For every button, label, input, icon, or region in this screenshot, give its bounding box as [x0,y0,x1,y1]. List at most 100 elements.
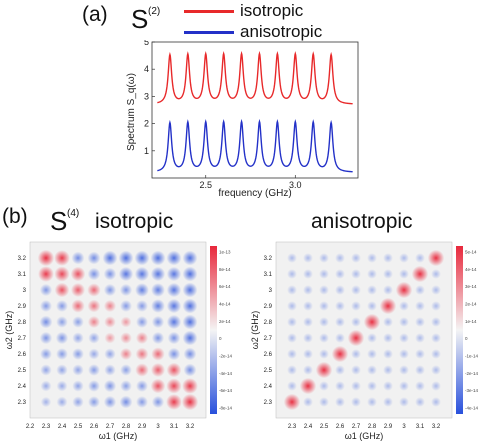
ani-cell-6-0 [383,397,393,407]
isotropic-heatmap: 2.2 2.3 2.4 2.5 2.6 2.7 2.8 2.9 3 3.1 3.2 2.3 2.4 2.… [4,241,233,441]
ani-cell-1-7 [303,285,313,295]
iso-cell-8-6 [166,298,182,314]
ani-cell-5-9 [367,253,377,263]
ani-cell-7-3 [399,349,409,359]
ani-ytick-label-1: 2.4 [264,384,273,390]
spectrum-xtick-label-1: 3.0 [289,180,302,190]
iso-cell-8-1 [166,378,182,394]
ani-cell-0-1 [287,381,297,391]
iso-cell-1-3 [56,348,68,360]
ani-xtick-label-8: 3.1 [416,424,425,430]
iso-cell-0-3 [40,348,52,360]
ani-cell-7-4 [399,333,409,343]
ani-cell-1-5 [303,317,313,327]
iso-cell-6-4 [135,331,149,345]
iso-ytick-label-4: 2.7 [18,336,27,342]
ani-cell-8-3 [415,349,425,359]
ani-cell-0-4 [287,333,297,343]
iso-cell-9-7 [182,282,198,298]
ani-cell-3-7 [335,285,345,295]
ani-cell-4-4 [347,329,365,347]
ani-cell-5-0 [367,397,377,407]
iso-cell-0-1 [40,380,52,392]
iso-ytick-label-0: 2.3 [18,400,27,406]
iso-colorbar-tick-9: -8e-14 [219,406,233,411]
iso-cell-7-0 [151,395,165,409]
ani-cell-9-7 [431,285,441,295]
ani-cell-0-8 [287,269,297,279]
ani-cell-4-7 [351,285,361,295]
iso-xtick-label-5: 2.7 [106,424,115,430]
panel-b-title: S (4) [50,206,90,240]
ani-cell-8-1 [415,381,425,391]
iso-ytick-label-8: 3.1 [18,272,27,278]
iso-cell-1-5 [56,316,68,328]
ani-cell-6-1 [383,381,393,391]
iso-cell-2-9 [71,251,85,265]
ani-cell-0-9 [287,253,297,263]
ani-cell-5-5 [363,313,381,331]
iso-cell-0-0 [40,396,52,408]
ani-cell-5-7 [367,285,377,295]
iso-cell-2-7 [70,282,86,298]
legend-label-isotropic: isotropic [240,1,304,20]
iso-cell-6-2 [135,363,149,377]
iso-cell-6-8 [134,266,150,282]
iso-xtick-label-2: 2.4 [58,424,67,430]
ani-cell-9-9 [427,249,445,267]
ani-cell-4-8 [351,269,361,279]
spectrum-ytick-label-4: 5 [144,40,149,47]
iso-cell-4-3 [104,348,116,360]
ani-cell-8-8 [411,265,429,283]
iso-cell-3-9 [87,251,101,265]
ani-cell-3-0 [335,397,345,407]
ani-ytick-label-9: 3.2 [264,256,273,262]
ani-cell-3-5 [335,317,345,327]
ani-cell-8-6 [415,301,425,311]
iso-cell-6-3 [135,347,149,361]
ani-colorbar-tick-5: 0 [465,336,468,341]
ani-cell-4-5 [351,317,361,327]
ani-cell-5-3 [367,349,377,359]
iso-cell-7-2 [150,362,166,378]
iso-ytick-label-3: 2.6 [18,352,27,358]
iso-cell-1-9 [54,250,70,266]
ani-xtick-label-9: 3.2 [432,424,441,430]
ani-colorbar [456,246,463,414]
ani-cell-2-1 [319,381,329,391]
iso-ytick-label-9: 3.2 [18,256,27,262]
ani-xtick-label-2: 2.5 [320,424,329,430]
iso-cell-1-2 [56,364,68,376]
ani-xtick-label-5: 2.8 [368,424,377,430]
iso-xtick-label-10: 3.2 [186,424,195,430]
iso-colorbar-tick-0: 1e-13 [219,250,231,255]
ani-xtick-label-7: 3 [402,424,406,430]
iso-cell-5-0 [119,395,133,409]
ani-cell-4-9 [351,253,361,263]
iso-ytick-label-1: 2.4 [18,384,27,390]
iso-colorbar [210,246,217,414]
iso-cell-3-8 [87,267,101,281]
ani-cell-1-1 [299,377,317,395]
spectrum-ytick-label-2: 3 [144,91,149,101]
iso-cell-8-3 [167,347,181,361]
iso-cell-6-1 [136,380,148,392]
iso-cell-8-4 [167,331,181,345]
ani-cell-7-8 [399,269,409,279]
ani-cell-9-4 [431,333,441,343]
iso-cell-2-5 [72,316,84,328]
ani-cell-2-3 [319,349,329,359]
ani-cell-6-7 [383,285,393,295]
panel-b-label: (b) [2,205,28,228]
iso-cell-2-0 [72,396,84,408]
ani-cell-3-9 [335,253,345,263]
ani-cell-7-7 [395,281,413,299]
iso-ylabel: ω2 (GHz) [4,311,14,350]
iso-cell-7-7 [151,283,165,297]
ani-cell-7-6 [399,301,409,311]
ani-xlabel: ω1 (GHz) [345,431,384,441]
iso-colorbar-tick-7: -4e-14 [219,371,233,376]
iso-cell-4-0 [103,395,117,409]
iso-colorbar-tick-3: 4e-14 [219,302,231,307]
iso-cell-8-5 [166,314,182,330]
